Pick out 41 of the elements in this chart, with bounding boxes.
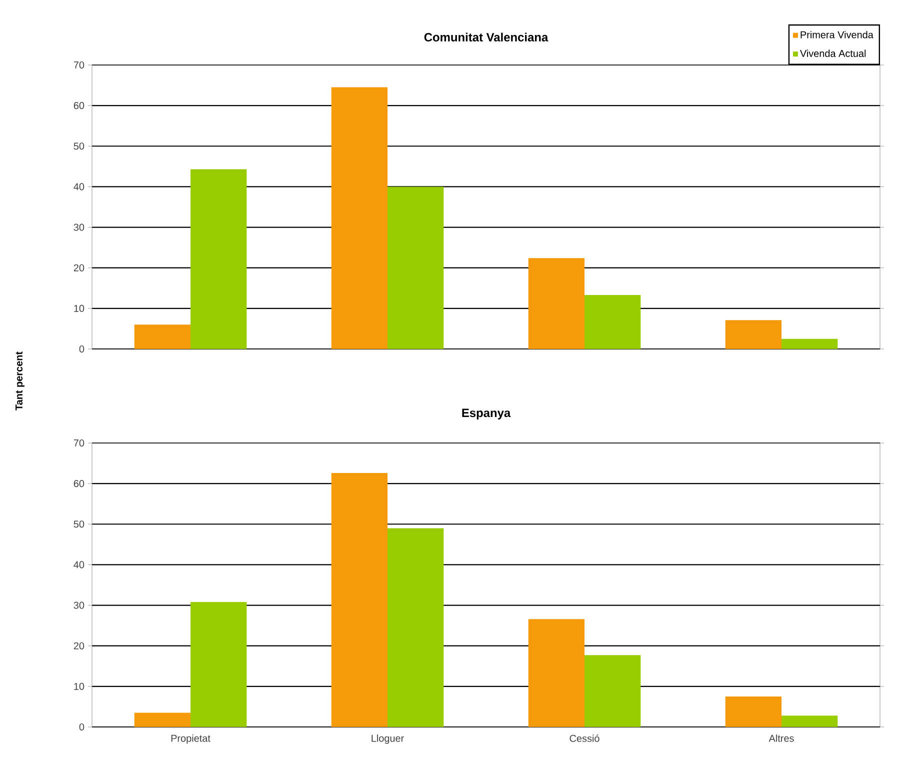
x-tick-label: Lloguer <box>372 734 404 744</box>
y-tick-label: 50 <box>74 520 84 528</box>
bar <box>725 320 782 349</box>
x-tick-label: Propietat <box>171 734 210 744</box>
y-tick-label: 30 <box>74 224 84 231</box>
bar <box>528 619 585 727</box>
y-tick-label: 20 <box>74 642 84 650</box>
legend-label: Primera Vivenda <box>800 30 874 38</box>
bar <box>331 473 388 727</box>
chart-title: Comunitat Valenciana <box>424 32 548 42</box>
bar <box>190 169 247 349</box>
y-axis-title: Tant percent <box>16 352 24 410</box>
x-tick-label: Cessió <box>570 734 600 742</box>
bar <box>388 528 444 727</box>
bar <box>782 338 838 349</box>
bar <box>134 712 191 727</box>
bar <box>528 258 585 349</box>
bar <box>725 696 782 727</box>
bar <box>331 87 388 349</box>
y-tick-label: 0 <box>79 345 84 353</box>
y-tick-label: 20 <box>74 264 84 272</box>
y-tick-label: 10 <box>74 682 84 690</box>
bar <box>584 655 641 727</box>
y-tick-label: 60 <box>74 102 84 110</box>
y-tick-label: 40 <box>74 561 84 568</box>
y-tick-label: 50 <box>74 142 84 150</box>
bar <box>584 295 641 349</box>
bar <box>388 186 444 349</box>
y-tick-label: 10 <box>74 304 84 312</box>
y-tick-label: 60 <box>74 480 84 488</box>
x-tick-label: Altres <box>768 734 794 742</box>
y-tick-label: 30 <box>74 602 84 609</box>
y-tick-label: 0 <box>79 723 84 731</box>
y-tick-label: 70 <box>74 439 84 447</box>
legend-label: Vivenda Actual <box>800 50 866 57</box>
bar <box>782 716 838 727</box>
bar <box>134 324 191 349</box>
chart-title: Espanya <box>462 408 511 420</box>
y-tick-label: 40 <box>74 183 84 190</box>
bar <box>190 602 247 727</box>
y-tick-label: 70 <box>74 61 84 69</box>
